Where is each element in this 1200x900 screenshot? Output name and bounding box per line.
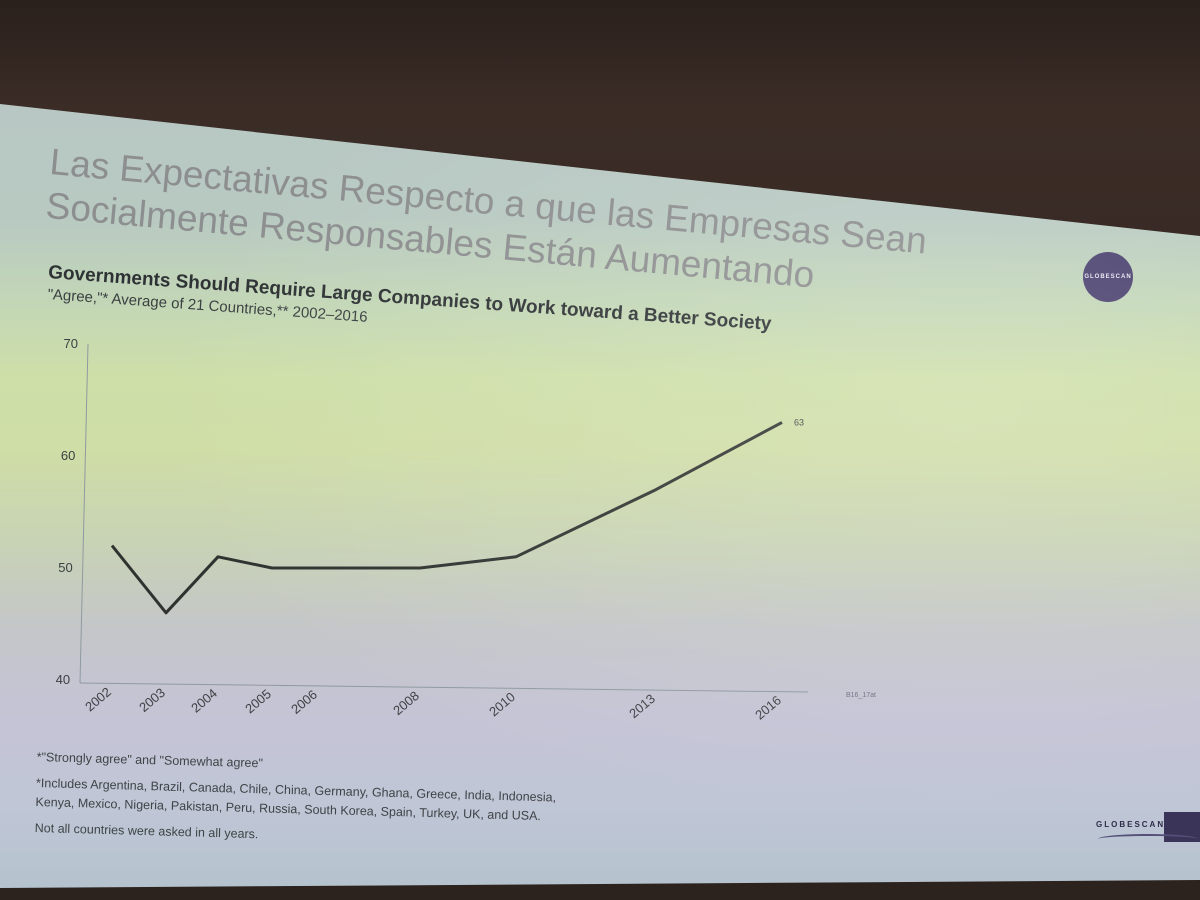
x-tick-label: 2010 bbox=[486, 689, 518, 719]
x-tick-label: 2016 bbox=[752, 692, 784, 722]
footnote-agree: *"Strongly agree" and "Somewhat agree" bbox=[36, 749, 264, 771]
footnotes: *"Strongly agree" and "Somewhat agree" *… bbox=[34, 748, 796, 859]
x-tick-label: 2003 bbox=[136, 685, 168, 715]
series-end-label: 63 bbox=[794, 417, 804, 427]
logo-plate bbox=[1164, 812, 1200, 842]
y-tick-label: 50 bbox=[58, 560, 72, 575]
y-tick-label: 70 bbox=[64, 336, 78, 351]
footnote-years: Not all countries were asked in all year… bbox=[34, 820, 259, 842]
logo-circle-text: GLOBESCAN bbox=[1084, 274, 1132, 280]
x-tick-label: 2013 bbox=[626, 691, 658, 721]
x-tick-label: 2008 bbox=[390, 688, 422, 718]
x-tick-label: 2002 bbox=[82, 684, 114, 714]
chart-heading: Governments Should Require Large Compani… bbox=[46, 262, 847, 360]
x-tick-label: 2006 bbox=[288, 687, 320, 717]
y-tick-labels: 40 50 60 70 bbox=[56, 336, 78, 687]
logo-swoosh bbox=[1098, 834, 1198, 844]
globescan-logo-circle: GLOBESCAN bbox=[1083, 252, 1133, 302]
logo-bottom-text: GLOBESCAN bbox=[1096, 820, 1166, 829]
x-tick-label: 2005 bbox=[242, 686, 274, 716]
x-tick-label: 2004 bbox=[188, 686, 220, 716]
x-tick-labels: 2002 2003 2004 2005 2006 2008 2010 2013 2016 bbox=[82, 684, 784, 722]
globescan-logo-bottom: GLOBESCAN bbox=[1096, 812, 1200, 846]
y-tick-label: 40 bbox=[56, 672, 70, 687]
y-axis-line bbox=[79, 343, 89, 684]
footnote-countries-1: *Includes Argentina, Brazil, Canada, Chi… bbox=[35, 775, 557, 805]
source-code: B16_17at bbox=[846, 692, 876, 699]
slide-title-line-2: Socialmente Responsables Están Aumentand… bbox=[44, 184, 817, 296]
chart-subtitle: "Agree,"* Average of 21 Countries,** 200… bbox=[47, 286, 369, 326]
series-line bbox=[110, 421, 783, 615]
y-tick-label: 60 bbox=[61, 448, 75, 463]
series-group: 63 bbox=[110, 417, 804, 615]
x-axis-line bbox=[79, 682, 809, 693]
chart-title: Governments Should Require Large Compani… bbox=[47, 262, 773, 335]
footnote-countries-2: Kenya, Mexico, Nigeria, Pakistan, Peru, … bbox=[35, 794, 542, 824]
